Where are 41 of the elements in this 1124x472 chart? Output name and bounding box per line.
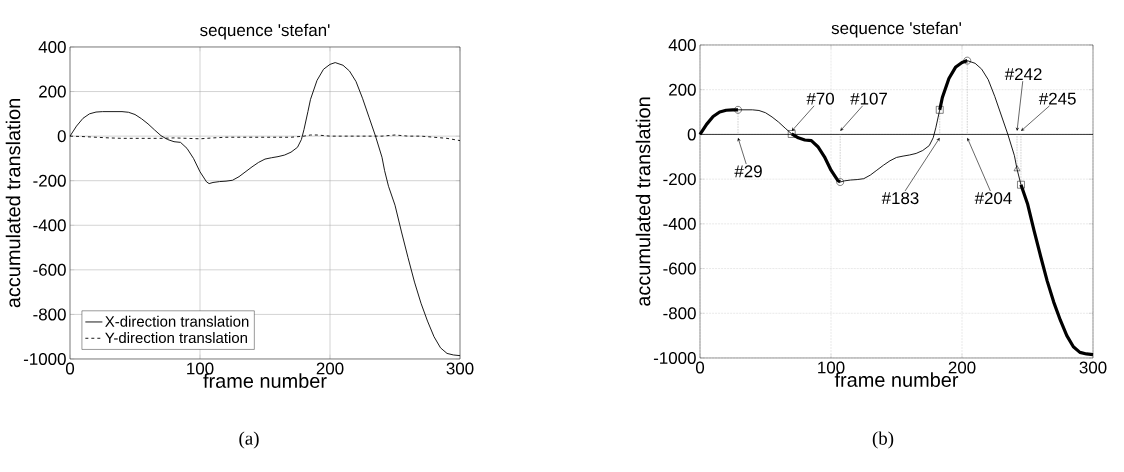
x-tick-label: 200 (948, 361, 976, 374)
y-tick-label: -400 (663, 217, 696, 230)
x-tick-label: 0 (695, 361, 705, 374)
text: (b) (872, 431, 894, 449)
y-tick-label: 400 (668, 38, 696, 51)
annotation: #204 (974, 192, 1012, 205)
y-tick-label: -1000 (23, 352, 66, 365)
y-tick-label: 200 (39, 85, 66, 98)
annotation: #183 (881, 192, 919, 205)
y-tick-label: -200 (33, 174, 66, 187)
annotation: #245 (1038, 92, 1076, 105)
text: (a) (239, 431, 259, 449)
y-tick-label: -600 (663, 262, 696, 275)
x-tick-label: 300 (446, 362, 474, 375)
x-tick-label: 200 (316, 362, 344, 375)
y-tick-label: -800 (663, 307, 696, 320)
annotation: #242 (1004, 68, 1042, 80)
chart-title: sequence 'stefan' (200, 23, 330, 40)
y-tick-label: 400 (38, 40, 66, 53)
x-tick-label: 0 (65, 362, 75, 375)
annotation: #29 (734, 165, 762, 178)
y-tick-label: 0 (687, 128, 696, 141)
y-tick-label: -600 (33, 263, 66, 276)
y-axis-title: accumulated translation (635, 97, 651, 306)
chart-title: sequence 'stefan' (831, 21, 961, 38)
y-axis-title: accumulated translation (5, 99, 21, 308)
x-tick-label: 100 (818, 361, 845, 374)
x-tick-label: 100 (187, 362, 214, 375)
y-tick-label: -1000 (653, 351, 696, 364)
annotation: #107 (850, 92, 887, 105)
annotation: #70 (806, 92, 834, 105)
y-tick-label: -400 (33, 219, 66, 232)
y-tick-label: -800 (33, 308, 66, 321)
x-axis-title: frame number (203, 373, 327, 388)
x-axis-title: frame number (834, 372, 959, 387)
y-tick-label: 200 (669, 83, 696, 96)
y-tick-label: 0 (57, 130, 66, 143)
legend-label: Y-direction translation (105, 332, 247, 344)
y-tick-label: -200 (663, 173, 696, 186)
legend-label: X-direction translation (105, 315, 249, 327)
x-tick-label: 300 (1079, 361, 1107, 374)
